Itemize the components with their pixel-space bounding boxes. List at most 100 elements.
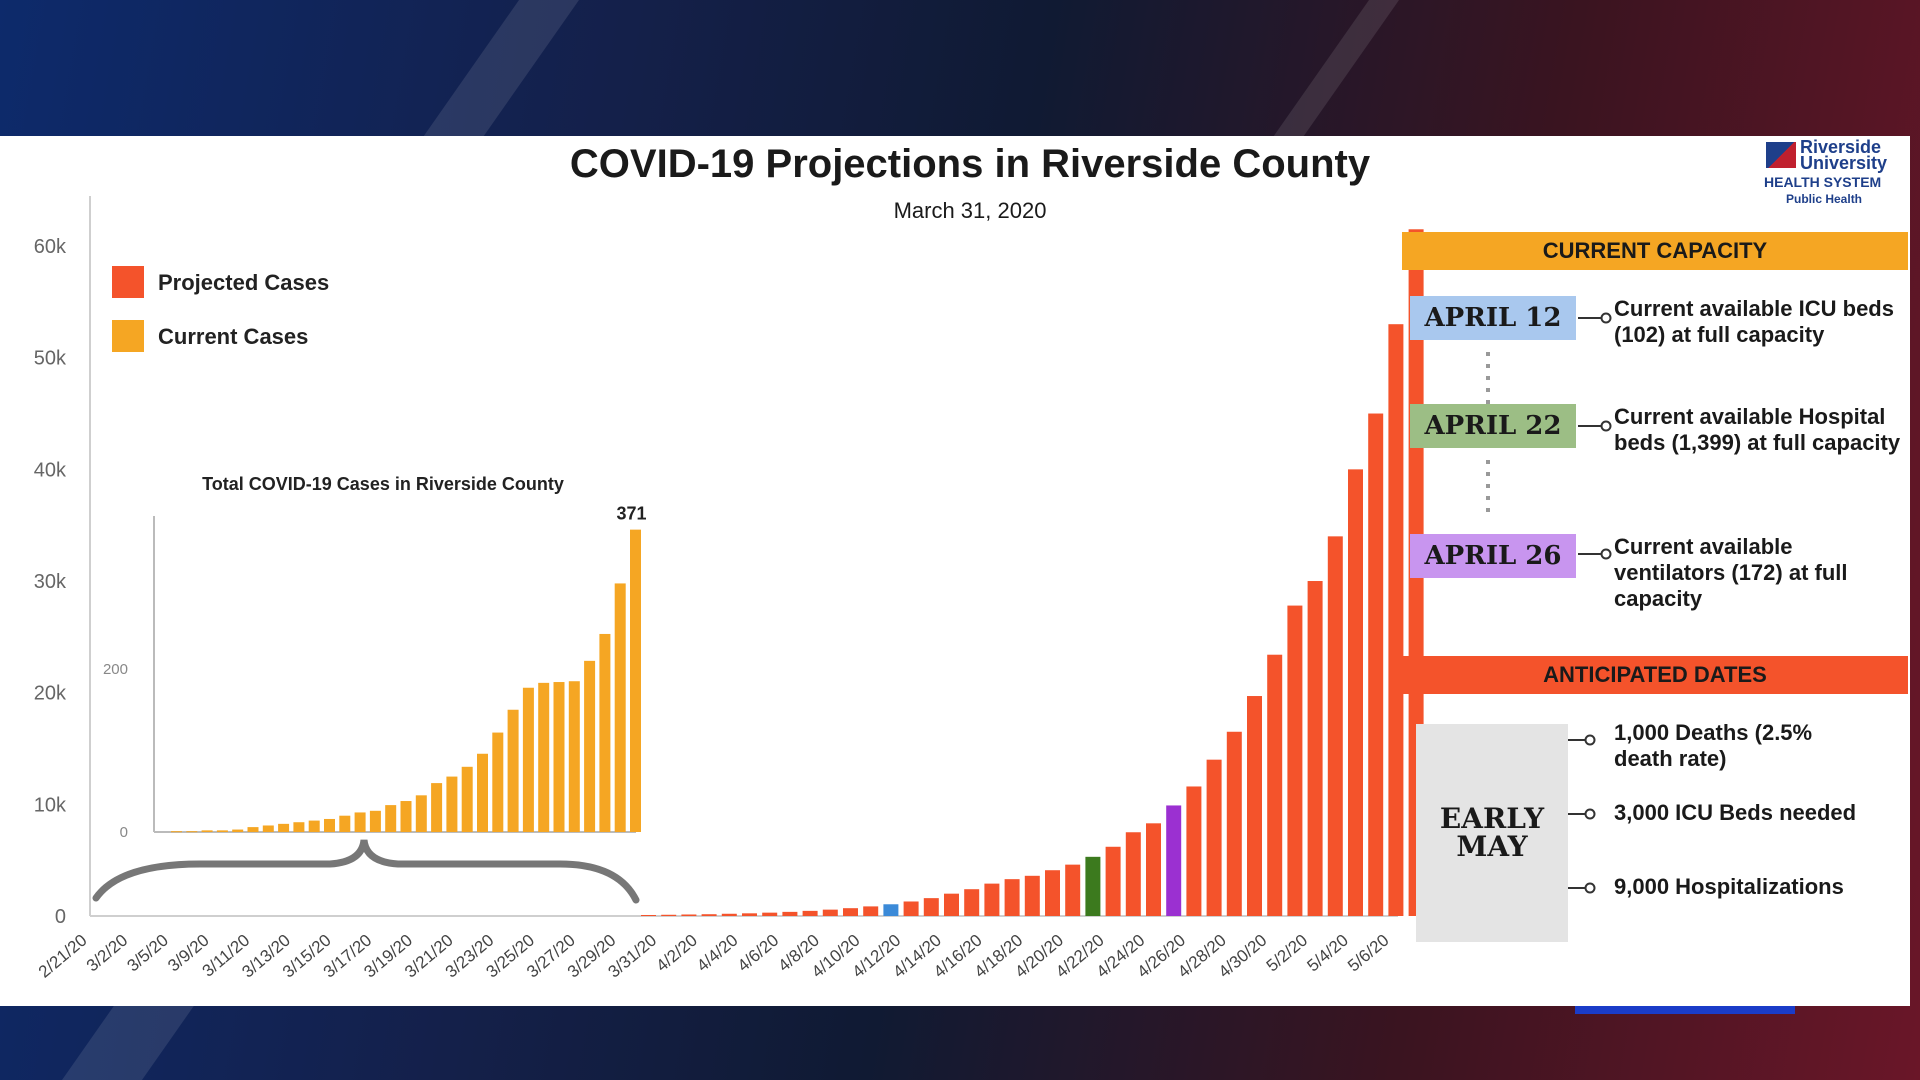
projected-bar [762, 912, 778, 916]
projected-bar [701, 914, 717, 916]
current-bar [477, 753, 488, 832]
connector-dot [1584, 734, 1596, 746]
x-tick-label: 5/4/20 [1303, 931, 1351, 976]
projected-bar [1065, 864, 1081, 916]
capacity-icu-text: Current available ICU beds (102) at full… [1614, 296, 1894, 347]
projected-bar [1368, 413, 1384, 916]
projected-bar [1348, 469, 1363, 916]
chart-subtitle: March 31, 2020 [893, 198, 1047, 223]
inset-value-label: 371 [616, 504, 646, 524]
current-bar [232, 829, 244, 832]
date-april-26: APRIL 26 [1410, 534, 1576, 578]
current-bar [461, 766, 473, 832]
anticipated-header: ANTICIPATED DATES [1402, 656, 1908, 694]
projected-bar [1004, 879, 1020, 916]
x-tick-label: 5/2/20 [1263, 931, 1311, 976]
projected-bar [903, 901, 919, 916]
projected-bar [661, 914, 677, 916]
current-bar [339, 815, 351, 832]
projected-bar [1307, 581, 1323, 916]
y-tick-label: 30k [34, 571, 67, 593]
connector-dot [1600, 420, 1612, 432]
legend-swatch-current [112, 320, 144, 352]
projected-bar [944, 893, 959, 916]
projected-bar [843, 908, 858, 916]
current-bar [369, 810, 381, 832]
projected-bar [1206, 759, 1222, 916]
current-bar [247, 827, 259, 832]
current-bar [507, 709, 519, 832]
bottom-bar [1575, 1006, 1795, 1014]
anticipated-hospitalizations: 9,000 Hospitalizations [1614, 874, 1844, 899]
projected-bar [1226, 731, 1242, 916]
connector-dot [1600, 548, 1612, 560]
projected-bar [641, 914, 656, 916]
logo-line: University [1800, 153, 1888, 173]
projected-bar [984, 883, 1000, 916]
current-bar [201, 830, 213, 832]
background-stripe [1270, 0, 1400, 140]
current-bar [599, 633, 611, 832]
current-bar [278, 823, 290, 832]
projected-bar [1327, 536, 1343, 916]
connector-dot [1584, 808, 1596, 820]
anticipated-icu: 3,000 ICU Beds needed [1614, 800, 1857, 825]
current-bar [308, 820, 320, 832]
current-bar [446, 776, 458, 832]
date-april-12: APRIL 12 [1410, 296, 1576, 340]
connector-dot [1600, 312, 1612, 324]
y-tick-label: 10k [34, 794, 67, 816]
y-tick-label: 60k [34, 236, 67, 258]
projected-bar [1105, 846, 1121, 916]
current-bar [400, 801, 412, 832]
current-bar [216, 830, 228, 832]
timeline-dots [1486, 352, 1490, 404]
projected-bar [1125, 832, 1141, 916]
y-tick-label: 50k [34, 348, 67, 370]
connector-dot [1584, 882, 1596, 894]
background-stripe [420, 0, 580, 140]
projected-bar [782, 911, 798, 916]
capacity-header: CURRENT CAPACITY [1402, 232, 1908, 270]
inset-y-tick-label: 200 [103, 661, 128, 678]
early-label: EARLY [1439, 802, 1545, 835]
logo-line: Riverside [1800, 137, 1882, 157]
projected-bar [802, 910, 818, 916]
slide: 0 10k 20k 30k 40k 50k 60k 2/21/20 3/2/20 3/5/20 3/… [0, 136, 1910, 1006]
legend-label-current: Current Cases [158, 324, 309, 349]
x-tick-label: 4/4/20 [693, 931, 741, 976]
y-tick-label: 0 [55, 906, 66, 928]
background-stripe [61, 1000, 199, 1080]
current-bar [614, 583, 626, 832]
current-bar [522, 687, 534, 832]
current-bar [171, 831, 182, 833]
chart-title: COVID-19 Projections in Riverside County [569, 142, 1371, 186]
date-april-22: APRIL 22 [1410, 404, 1576, 448]
x-tick-label: 4/2/20 [652, 931, 700, 976]
may-label: MAY [1456, 830, 1528, 863]
y-tick-label: 20k [34, 683, 67, 705]
current-bar [584, 660, 596, 832]
x-tick-label: 5/6/20 [1344, 931, 1392, 976]
x-tick-label: 4/6/20 [734, 931, 782, 976]
current-bar [354, 812, 366, 832]
logo-line: Public Health [1786, 192, 1863, 206]
current-bar [324, 818, 335, 832]
current-bar [385, 805, 397, 832]
projected-bar [1085, 856, 1101, 916]
current-bar [431, 783, 443, 832]
projected-bar [1247, 696, 1262, 916]
projected-bar [1267, 654, 1283, 916]
capacity-ventilator-text: Current available ventilators (172) at f… [1614, 534, 1848, 611]
projected-bar [863, 906, 879, 916]
projected-bar [1287, 605, 1303, 916]
projected-bar [822, 909, 838, 916]
current-bar [186, 831, 198, 833]
current-bar [415, 795, 427, 832]
logo-line: HEALTH SYSTEM [1764, 174, 1882, 190]
projected-bar [964, 889, 980, 916]
projected-bar [1166, 805, 1182, 916]
projected-bar [681, 914, 697, 916]
projected-bar [721, 913, 737, 916]
projected-bar [1045, 870, 1060, 916]
